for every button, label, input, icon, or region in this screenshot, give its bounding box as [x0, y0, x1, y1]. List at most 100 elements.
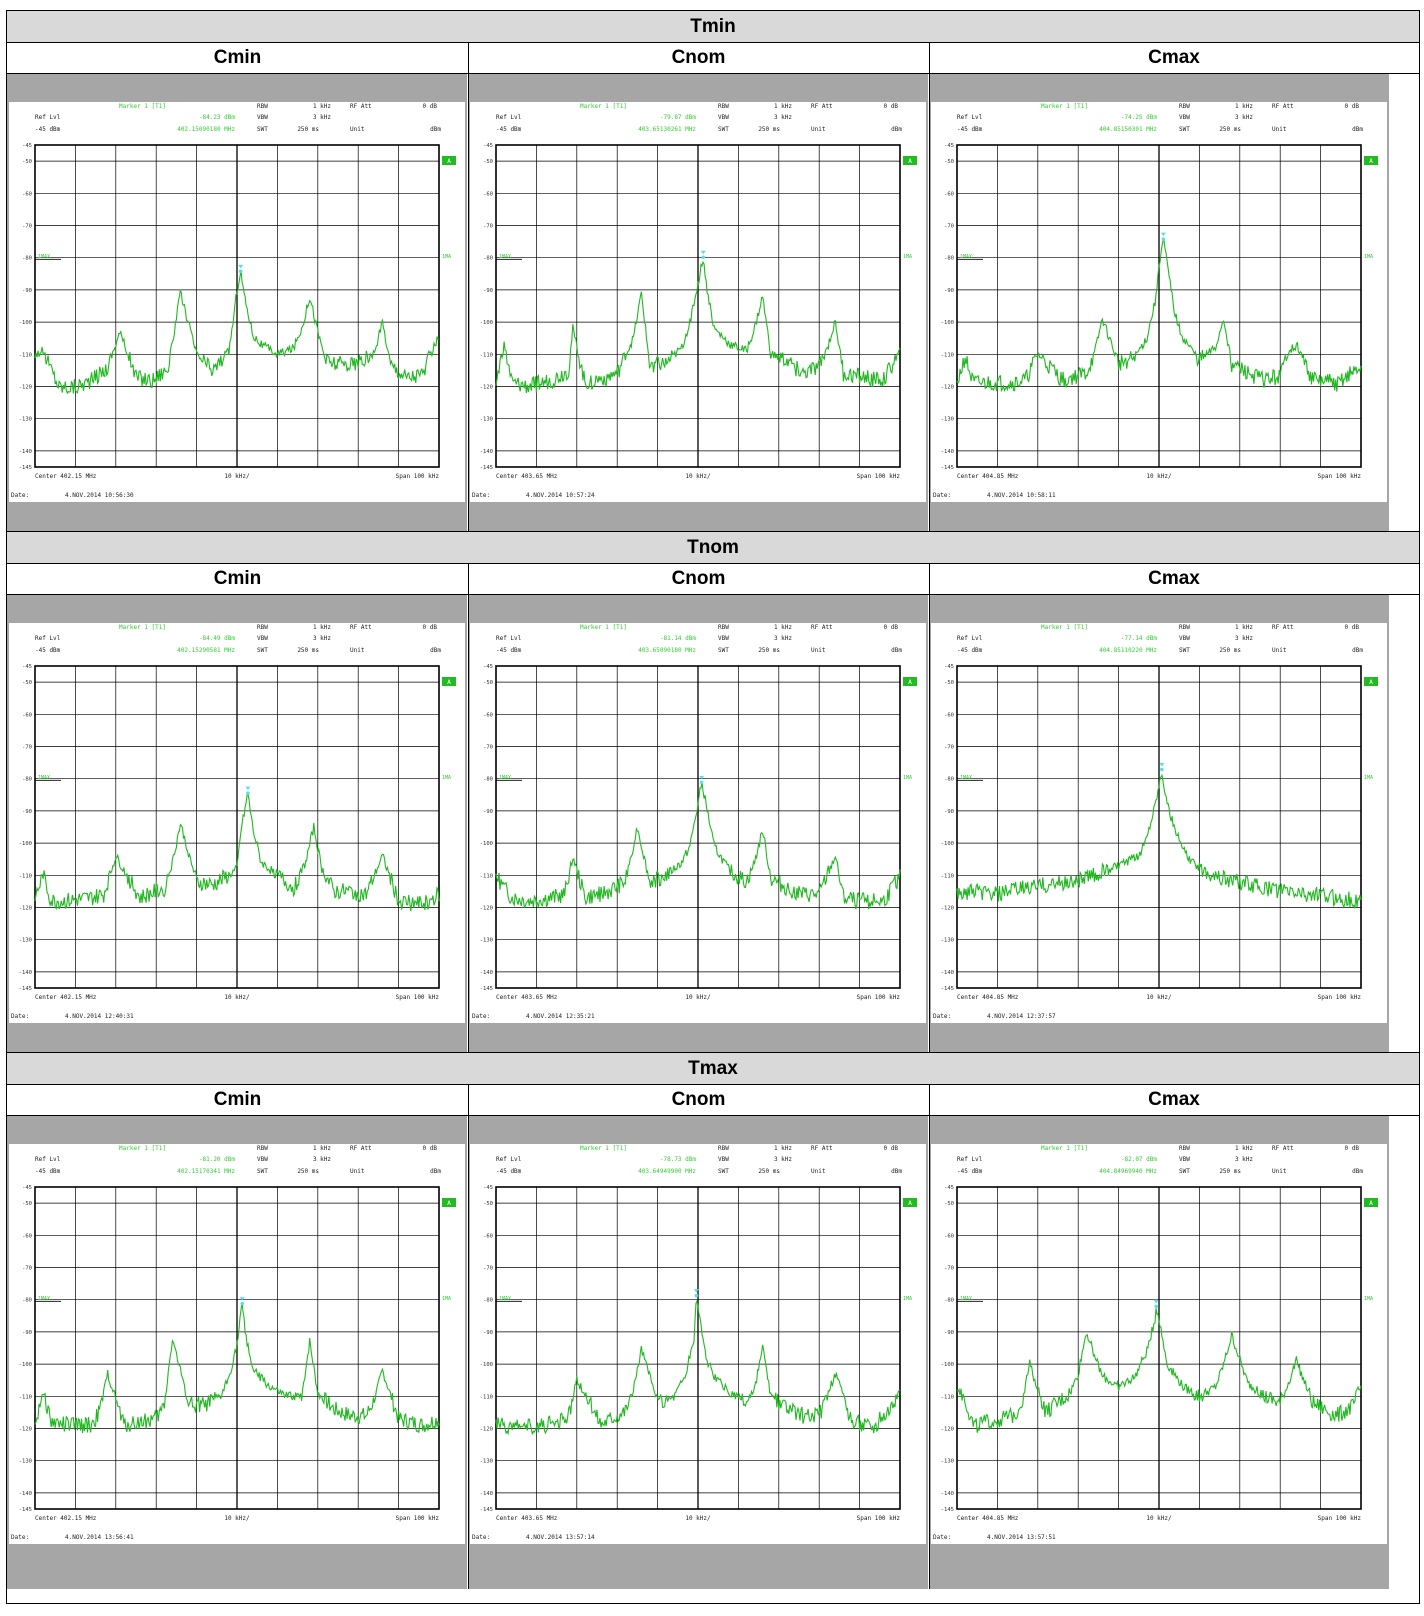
y-tick-label: -120	[19, 906, 32, 912]
marker-point	[245, 786, 251, 791]
y-tick-label: -50	[944, 680, 954, 686]
marker-level-value: -79.87 dBm	[660, 114, 697, 121]
swt-value: 250 ms	[1219, 126, 1241, 133]
rf-att-value: 0 dB	[1345, 624, 1360, 631]
trace-a-label: A	[1369, 679, 1373, 686]
date-label: Date:	[472, 1013, 490, 1020]
y-tick-label: -120	[19, 1427, 32, 1433]
table-bottom-border	[7, 1603, 1419, 1604]
rf-att-value: 0 dB	[884, 103, 899, 110]
y-tick-label: -100	[480, 320, 493, 326]
unit-label: Unit	[1272, 1168, 1287, 1175]
right-trace-tag: 1MA	[442, 254, 451, 260]
span-label: Span 100 kHz	[396, 473, 440, 480]
rbw-value: 1 kHz	[1235, 1145, 1253, 1152]
vbw-value: 3 kHz	[1235, 114, 1253, 121]
trace-mode-label: 1MAX	[38, 1296, 50, 1302]
spectrum-plot: Marker 1 [T1] -82.07 dBm 404.84969940 MHz R…	[929, 1116, 1389, 1589]
rbw-label: RBW	[1179, 103, 1190, 110]
vbw-value: 3 kHz	[774, 1156, 792, 1163]
trace-a-label: A	[908, 158, 912, 165]
marker-dot	[1154, 1304, 1158, 1309]
y-tick-label: -100	[480, 841, 493, 847]
marker-level-value: -77.14 dBm	[1121, 635, 1158, 642]
ref-level-label: Ref Lvl	[35, 635, 61, 642]
swt-label: SWT	[257, 1168, 268, 1175]
y-tick-label: -50	[22, 680, 32, 686]
ref-level-value: -45 dBm	[957, 1168, 983, 1175]
trace-a-badge: A	[442, 677, 456, 686]
rbw-value: 1 kHz	[313, 103, 331, 110]
marker-label: Marker 1 [T1]	[1041, 103, 1088, 110]
vbw-value: 3 kHz	[1235, 1156, 1253, 1163]
rf-att-label: RF Att	[350, 1145, 372, 1152]
unit-label: Unit	[350, 126, 365, 133]
date-value: 4.NOV.2014 10:56:30	[65, 492, 134, 499]
column-header-cnom: Cnom	[468, 42, 929, 74]
date-value: 4.NOV.2014 13:56:41	[65, 1534, 134, 1541]
swt-label: SWT	[718, 126, 729, 133]
y-tick-label: -110	[941, 352, 954, 358]
y-tick-label: -50	[944, 159, 954, 165]
y-tick-label: -130	[480, 1459, 493, 1465]
center-frequency-label: Center 404.85 MHz	[957, 473, 1019, 480]
span-label: Span 100 kHz	[396, 1515, 440, 1522]
trace-mode-label: 1MAX	[960, 775, 972, 781]
rf-att-label: RF Att	[811, 103, 833, 110]
y-tick-label: -60	[483, 1233, 493, 1239]
y-tick-label: -90	[22, 1330, 32, 1336]
rbw-label: RBW	[718, 624, 729, 631]
center-frequency-label: Center 403.65 MHz	[496, 473, 558, 480]
y-tick-label: -145	[19, 465, 32, 471]
trace-a-label: A	[447, 158, 451, 165]
center-frequency-label: Center 403.65 MHz	[496, 994, 558, 1001]
swt-value: 250 ms	[297, 126, 319, 133]
center-frequency-label: Center 402.15 MHz	[35, 1515, 97, 1522]
rbw-label: RBW	[1179, 1145, 1190, 1152]
y-tick-label: -80	[944, 256, 954, 262]
marker-frequency-value: 404.85150301 MHz	[1099, 126, 1157, 133]
swt-value: 250 ms	[1219, 647, 1241, 654]
marker-dot	[694, 1293, 699, 1298]
trace-a-badge: A	[903, 156, 917, 165]
marker-frequency-value: 404.84969940 MHz	[1099, 1168, 1157, 1175]
right-trace-tag: 1MA	[1364, 775, 1373, 781]
y-tick-label: -70	[944, 745, 954, 751]
vbw-label: VBW	[257, 1156, 268, 1163]
y-tick-label: -120	[480, 1427, 493, 1433]
marker-point	[1153, 1299, 1159, 1304]
vbw-value: 3 kHz	[313, 1156, 331, 1163]
date-value: 4.NOV.2014 13:57:51	[987, 1534, 1056, 1541]
spectrum-panel: Marker 1 [T1] -74.25 dBm 404.85150301 MHz R…	[929, 74, 1419, 547]
y-tick-label: -130	[480, 938, 493, 944]
swt-value: 250 ms	[297, 647, 319, 654]
swt-label: SWT	[1179, 647, 1190, 654]
span-label: Span 100 kHz	[857, 1515, 901, 1522]
marker-point	[693, 1289, 699, 1293]
marker-level-value: -78.73 dBm	[660, 1156, 697, 1163]
swt-value: 250 ms	[758, 647, 780, 654]
column-header-cmax: Cmax	[929, 1084, 1419, 1116]
y-tick-label: -140	[480, 1491, 493, 1497]
marker-point	[700, 250, 706, 255]
trace-mode-label: 1MAX	[499, 254, 511, 260]
column-header-cmin: Cmin	[7, 42, 468, 74]
spectrum-trace	[956, 773, 1362, 909]
trace-a-label: A	[447, 1200, 451, 1207]
y-tick-label: -120	[941, 1427, 954, 1433]
y-tick-label: -130	[480, 417, 493, 423]
spectrum-panel: Marker 1 [T1] -82.07 dBm 404.84969940 MHz R…	[929, 1116, 1419, 1589]
trace-a-label: A	[447, 679, 451, 686]
y-tick-label: -100	[19, 320, 32, 326]
y-tick-label: -45	[22, 1185, 32, 1191]
span-label: Span 100 kHz	[1318, 1515, 1362, 1522]
swt-value: 250 ms	[758, 126, 780, 133]
rbw-label: RBW	[257, 103, 268, 110]
unit-label: Unit	[350, 647, 365, 654]
division-label: 10 kHz/	[224, 473, 250, 480]
date-label: Date:	[472, 492, 490, 499]
swt-value: 250 ms	[297, 1168, 319, 1175]
ref-level-label: Ref Lvl	[957, 114, 983, 121]
marker-level-value: -81.14 dBm	[660, 635, 697, 642]
column-header-cmax: Cmax	[929, 563, 1419, 595]
